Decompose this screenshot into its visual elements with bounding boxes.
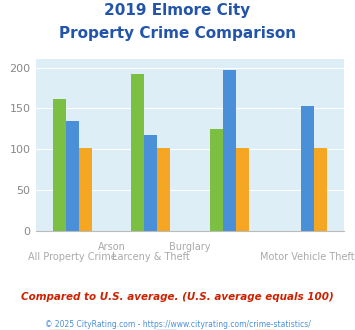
Text: Burglary: Burglary: [169, 243, 211, 252]
Bar: [209, 129, 223, 231]
Bar: [301, 106, 314, 231]
Bar: [131, 74, 144, 231]
Text: Larceny & Theft: Larceny & Theft: [112, 252, 190, 262]
Bar: [79, 148, 92, 231]
Legend: Elmore City, Oklahoma, National: Elmore City, Oklahoma, National: [45, 326, 335, 330]
Bar: [314, 148, 327, 231]
Text: Arson: Arson: [98, 243, 125, 252]
Text: Compared to U.S. average. (U.S. average equals 100): Compared to U.S. average. (U.S. average …: [21, 292, 334, 302]
Bar: [53, 99, 66, 231]
Text: All Property Crime: All Property Crime: [28, 252, 116, 262]
Bar: [157, 148, 170, 231]
Text: Property Crime Comparison: Property Crime Comparison: [59, 26, 296, 41]
Bar: [236, 148, 249, 231]
Text: Motor Vehicle Theft: Motor Vehicle Theft: [261, 252, 355, 262]
Bar: [66, 121, 79, 231]
Bar: [144, 135, 157, 231]
Text: © 2025 CityRating.com - https://www.cityrating.com/crime-statistics/: © 2025 CityRating.com - https://www.city…: [45, 320, 310, 329]
Text: 2019 Elmore City: 2019 Elmore City: [104, 3, 251, 18]
Bar: [223, 70, 236, 231]
